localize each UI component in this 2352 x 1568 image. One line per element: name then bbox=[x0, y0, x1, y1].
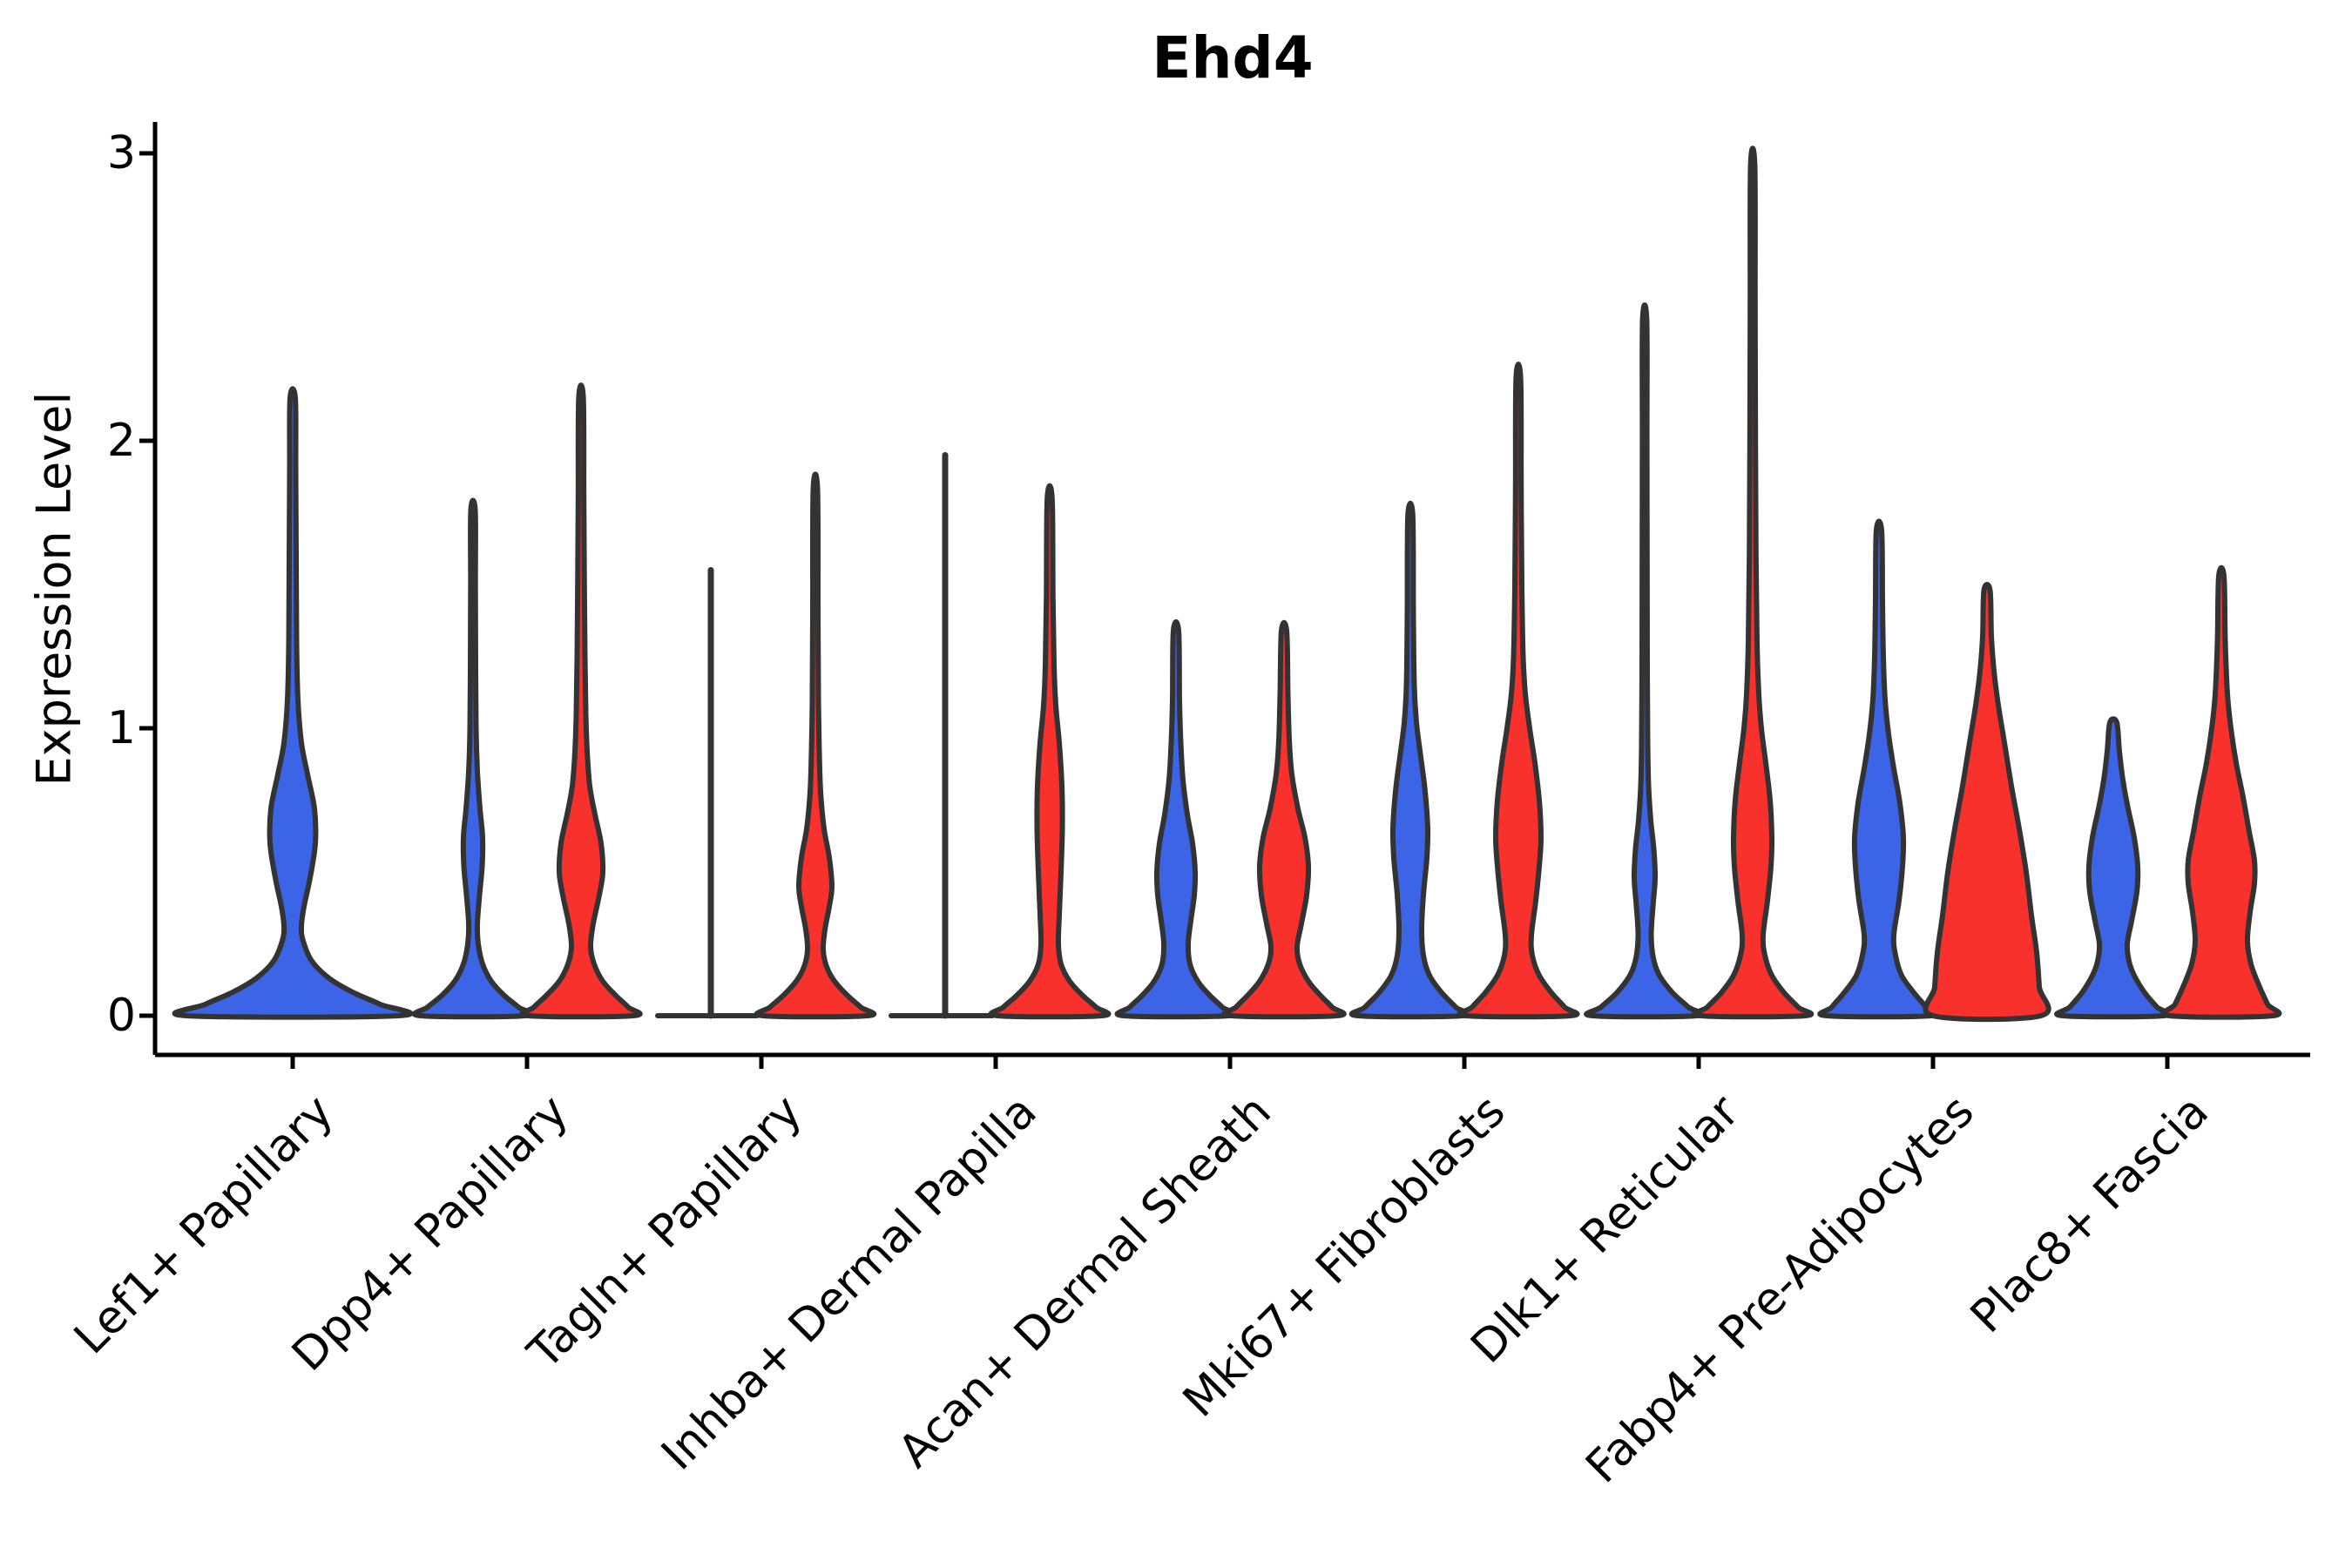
violin-fabp4-pre-adipocytes-red bbox=[1923, 582, 2051, 1023]
violin-acan-dermal-sheath-blue bbox=[1114, 618, 1238, 1020]
violin-dpp4-papillary-blue bbox=[411, 497, 535, 1020]
violin-dlk1-reticular-red bbox=[1691, 145, 1815, 1020]
y-tick-label: 3 bbox=[106, 127, 136, 179]
violin-plac8-fascia-red bbox=[2160, 564, 2282, 1020]
violin-dlk1-reticular-blue bbox=[1584, 302, 1706, 1020]
violin-inhba-dermal-papilla-red bbox=[988, 483, 1112, 1020]
y-tick-label: 0 bbox=[106, 990, 136, 1042]
violin-dpp4-papillary-red bbox=[519, 382, 643, 1020]
y-tick-label: 2 bbox=[106, 415, 136, 467]
chart-title: Ehd4 bbox=[1152, 24, 1314, 91]
violin-tagln-papillary-red bbox=[754, 471, 877, 1020]
violin-mki67-fibroblasts-blue bbox=[1348, 500, 1472, 1020]
violin-acan-dermal-sheath-red bbox=[1221, 619, 1347, 1020]
violin-fabp4-pre-adipocytes-blue bbox=[1817, 518, 1941, 1020]
violin-plac8-fascia-blue bbox=[2054, 716, 2173, 1020]
violin-mki67-fibroblasts-red bbox=[1456, 362, 1580, 1020]
violin-lef1-papillary-blue bbox=[172, 386, 414, 1020]
y-tick-label: 1 bbox=[106, 702, 136, 754]
